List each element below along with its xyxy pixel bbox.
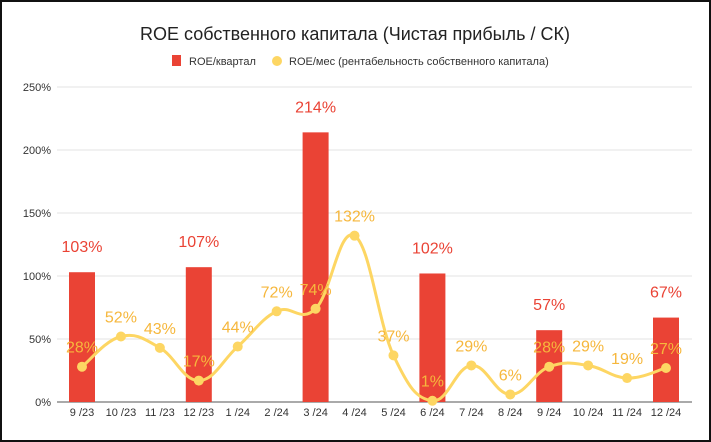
legend-line-label: ROE/мес (рентабельность собственного кап… (289, 56, 549, 68)
line-data-label: 44% (222, 320, 254, 337)
line-data-label: 6% (499, 367, 522, 384)
line-point (349, 230, 360, 241)
x-tick-label: 12 /23 (184, 407, 215, 419)
line-data-label: 37% (377, 328, 409, 345)
line-point (271, 306, 282, 317)
legend: ROE/квартал ROE/мес (рентабельность собс… (172, 55, 549, 68)
bar (419, 273, 446, 402)
bar-data-label: 214% (295, 99, 336, 116)
line-data-label: 74% (300, 282, 332, 299)
x-tick-label: 1 /24 (225, 407, 249, 419)
line-point (661, 362, 671, 373)
y-tick-label: 100% (23, 271, 51, 283)
x-tick-label: 2 /24 (264, 407, 288, 419)
line-series (81, 233, 667, 403)
line-data-label: 19% (611, 351, 643, 368)
x-tick-label: 7 /24 (459, 407, 483, 419)
line-point (77, 361, 87, 372)
line-data-label: 27% (650, 341, 682, 358)
line-point (115, 331, 126, 342)
bar-data-label: 67% (650, 285, 682, 302)
line-point (388, 350, 399, 361)
line-point (466, 360, 477, 371)
line-data-label: 29% (455, 338, 487, 355)
line-point (622, 373, 633, 384)
y-tick-label: 0% (35, 397, 51, 409)
x-tick-label: 12 /24 (651, 407, 682, 419)
x-tick-label: 3 /24 (303, 407, 327, 419)
x-tick-label: 11 /23 (145, 407, 175, 419)
bar-data-label: 102% (412, 240, 453, 257)
line-data-label: 72% (261, 284, 293, 301)
line-data-label: 1% (421, 374, 444, 391)
line-point (310, 303, 321, 314)
line-point (427, 395, 438, 406)
legend-bar-label: ROE/квартал (189, 56, 256, 68)
bar (302, 132, 329, 403)
line-data-label: 17% (183, 354, 215, 371)
x-tick-label: 6 /24 (420, 407, 444, 419)
x-tick-label: 5 /24 (381, 407, 405, 419)
line-data-label: 132% (334, 209, 375, 226)
x-tick-label: 8 /24 (498, 407, 522, 419)
y-tick-label: 200% (23, 145, 51, 157)
bar (69, 272, 95, 402)
bar-data-label: 103% (62, 239, 103, 256)
line-point (544, 361, 555, 372)
line-data-label: 28% (66, 340, 98, 357)
x-tick-label: 10 /23 (106, 407, 137, 419)
bar-data-label: 57% (533, 297, 565, 314)
x-tick-label: 9 /24 (537, 407, 561, 419)
line-data-label: 43% (144, 321, 176, 338)
x-tick-label: 10 /24 (573, 407, 604, 419)
line-point (154, 342, 165, 353)
line-data-label: 52% (105, 309, 137, 326)
line-point (232, 341, 243, 352)
line-point (583, 360, 594, 371)
line-point (505, 389, 516, 400)
x-tick-label: 11 /24 (612, 407, 642, 419)
bar (653, 317, 679, 402)
line-data-label: 29% (572, 338, 604, 355)
bar-data-label: 107% (178, 234, 219, 251)
chart-title: ROE собственного капитала (Чистая прибыл… (140, 24, 570, 44)
legend-line-swatch (272, 56, 282, 66)
legend-bar-swatch (172, 55, 181, 66)
line-data-label: 28% (533, 340, 565, 357)
x-tick-label: 9 /23 (70, 407, 94, 419)
y-tick-label: 50% (29, 334, 51, 346)
y-tick-label: 250% (23, 82, 51, 94)
y-tick-label: 150% (23, 208, 51, 220)
line-point (193, 375, 204, 386)
x-tick-label: 4 /24 (342, 407, 366, 419)
